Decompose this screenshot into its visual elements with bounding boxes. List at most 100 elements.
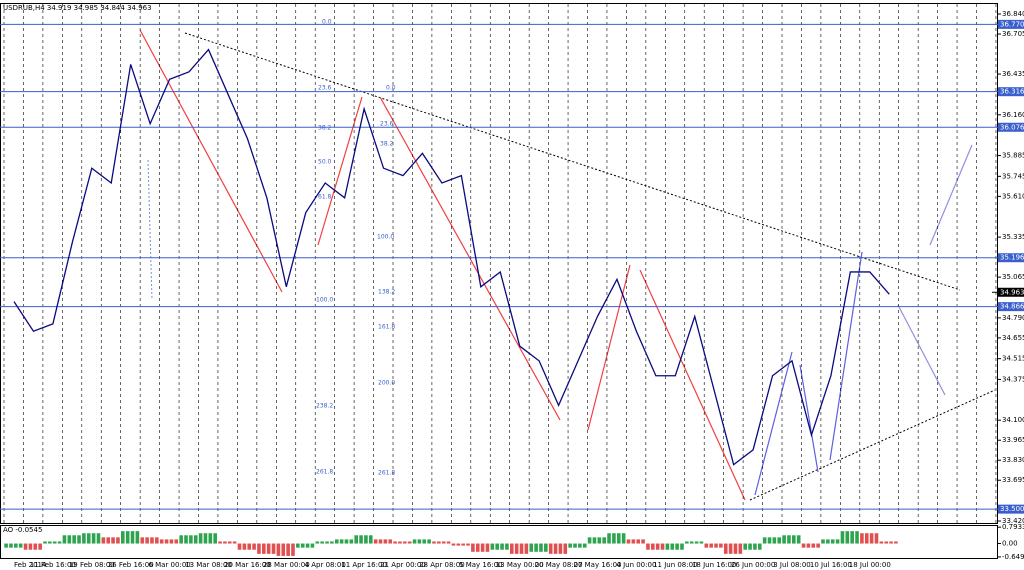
ao-bar bbox=[339, 539, 344, 544]
ao-bar bbox=[796, 535, 801, 544]
x-tick-label: 5 May 16:00 bbox=[459, 561, 503, 569]
ao-bar bbox=[850, 531, 854, 544]
x-tick-label: 13 Mar 08:00 bbox=[185, 561, 232, 569]
main-panel bbox=[0, 3, 998, 524]
ao-bar bbox=[218, 541, 222, 544]
ao-bar bbox=[874, 533, 879, 544]
ao-bar bbox=[894, 541, 898, 544]
ao-bar bbox=[670, 543, 675, 550]
fib-label: 261.8 bbox=[378, 470, 395, 477]
ao-bar bbox=[719, 543, 723, 548]
ao-bar bbox=[787, 535, 791, 544]
fib-label: 100.0 bbox=[316, 297, 333, 304]
ao-bar bbox=[203, 533, 208, 544]
ao-bar bbox=[578, 543, 582, 548]
ao-bar bbox=[495, 543, 500, 550]
x-tick-label: 27 May 16:00 bbox=[573, 561, 621, 569]
ao-bar bbox=[665, 543, 670, 550]
ao-bar bbox=[864, 533, 869, 544]
ao-bar bbox=[315, 541, 320, 544]
ao-bar bbox=[485, 543, 490, 552]
y-tick-label: 36.705 bbox=[1002, 30, 1024, 38]
x-tick-label: 26 Feb 16:00 bbox=[108, 561, 154, 569]
ao-bar bbox=[96, 533, 101, 544]
y-tick-label: 34.790 bbox=[1002, 314, 1024, 322]
wave-arrow bbox=[639, 269, 746, 501]
x-tick-label: 21 Apr 00:00 bbox=[380, 561, 426, 569]
ao-bar bbox=[305, 543, 310, 548]
ao-bar bbox=[762, 537, 767, 544]
fib-label: 23.6 bbox=[318, 85, 332, 92]
ao-bar bbox=[364, 535, 368, 544]
level-badge bbox=[998, 504, 1024, 514]
ao-bar bbox=[441, 541, 446, 544]
ao-bar bbox=[514, 543, 519, 554]
x-tick-label: 19 Feb 08:00 bbox=[69, 561, 115, 569]
ao-bar bbox=[155, 537, 159, 544]
ao-bar bbox=[753, 543, 757, 550]
ao-bar bbox=[140, 537, 145, 544]
ao-bar bbox=[198, 533, 203, 544]
ao-bar bbox=[169, 539, 174, 544]
ao-bar bbox=[631, 539, 636, 544]
ao-bar bbox=[252, 543, 256, 550]
y-tick-label: 36.435 bbox=[1002, 70, 1024, 78]
ao-bar bbox=[334, 539, 339, 544]
ao-bar bbox=[534, 543, 538, 552]
ao-bar bbox=[48, 541, 52, 544]
fib-label: 238.2 bbox=[316, 403, 333, 410]
ao-bar bbox=[72, 535, 76, 544]
ao-bar bbox=[568, 543, 572, 548]
ao-bar bbox=[383, 539, 388, 544]
ao-bar bbox=[398, 541, 402, 544]
ao-bar bbox=[349, 539, 354, 544]
ao-bar bbox=[651, 543, 655, 550]
ao-bar bbox=[519, 543, 524, 554]
ao-bar bbox=[291, 543, 295, 556]
ao-bar bbox=[782, 535, 786, 544]
ao-bar bbox=[675, 543, 679, 550]
ao-bar bbox=[281, 543, 286, 556]
ao-bar bbox=[86, 533, 91, 544]
fib-label: 200.0 bbox=[378, 380, 395, 387]
ao-bar bbox=[101, 537, 106, 544]
level-label: 36.770 bbox=[1000, 20, 1024, 28]
ao-bar bbox=[548, 543, 553, 554]
wave-arrow bbox=[754, 351, 793, 496]
ao-bar bbox=[82, 533, 86, 544]
fib-label: 38.2 bbox=[380, 141, 394, 148]
ao-bar bbox=[835, 539, 840, 544]
ao-bar bbox=[480, 543, 485, 552]
ao-bar bbox=[325, 541, 329, 544]
ao-bar bbox=[889, 541, 893, 544]
ao-bar bbox=[159, 539, 164, 544]
y-tick-label: 33.830 bbox=[1002, 456, 1024, 464]
ao-bar bbox=[699, 541, 704, 544]
y-tick-label: 35.335 bbox=[1002, 233, 1024, 241]
fib-label: 38.2 bbox=[318, 125, 332, 132]
ao-bar bbox=[135, 531, 140, 544]
ao-bar bbox=[432, 541, 436, 544]
ao-bar bbox=[437, 541, 441, 544]
ao-bar bbox=[354, 535, 358, 544]
y-tick-label: 36.840 bbox=[1002, 10, 1024, 18]
ao-bar bbox=[845, 531, 850, 544]
ao-bar bbox=[597, 537, 602, 544]
ao-bar bbox=[466, 543, 470, 546]
ao-bar bbox=[9, 543, 13, 548]
ao-bar bbox=[330, 541, 334, 544]
ao-bar bbox=[145, 537, 149, 544]
ao-bar bbox=[456, 543, 461, 546]
wave-arrow bbox=[379, 96, 561, 421]
ao-bar bbox=[733, 543, 738, 554]
ao-bar bbox=[723, 543, 728, 554]
level-label: 34.866 bbox=[1000, 303, 1024, 311]
ao-bar bbox=[840, 531, 845, 544]
ao-bar bbox=[271, 543, 276, 554]
ao-bar bbox=[612, 533, 616, 544]
ao-tick-label: 0.00 bbox=[1002, 540, 1018, 548]
y-tick-label: 33.965 bbox=[1002, 436, 1024, 444]
y-tick-label: 35.065 bbox=[1002, 273, 1024, 281]
ao-bar bbox=[806, 543, 811, 548]
